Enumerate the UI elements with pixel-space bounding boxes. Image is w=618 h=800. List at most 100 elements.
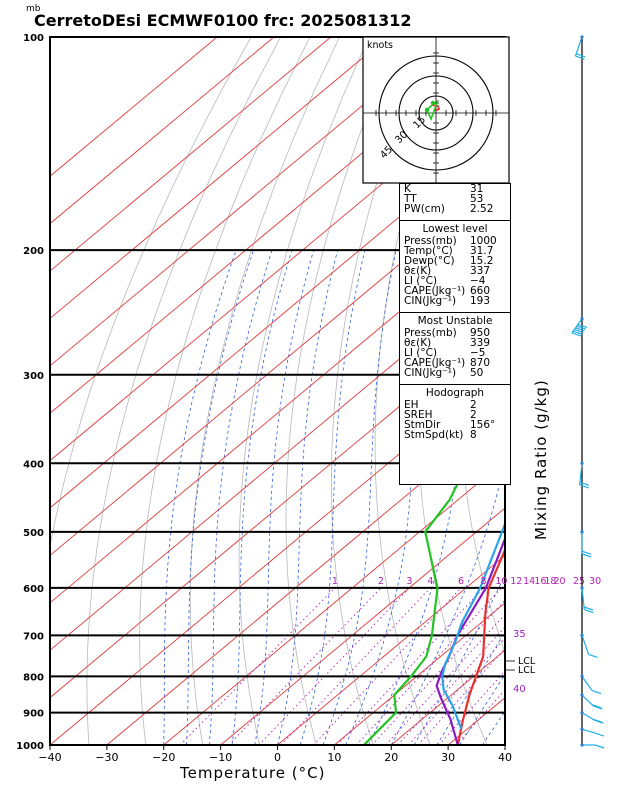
unstable-index-row: CIN(Jkg⁻¹) 50 (400, 367, 510, 379)
most-unstable-indices: Press(mb) 950 θε(K) 339 LI (°C) −5 CAPE(Jkg⁻¹)… (400, 328, 510, 384)
y-tick-label: 700 (23, 631, 44, 642)
wind-barb-flag (579, 484, 589, 489)
lowest-index-value: 31.7 (470, 245, 494, 257)
lowest-index-key: LI (°C) (404, 275, 438, 287)
general-index-row: TT 53 (400, 193, 510, 205)
isotherm (106, 412, 505, 745)
lowest-index-value: 660 (470, 285, 491, 297)
hodograph-index-row: StmSpd(kt) 8 (400, 429, 510, 441)
wind-barb-shaft (581, 728, 596, 734)
isotherm (50, 37, 389, 320)
x-tick-label: 40 (498, 751, 512, 764)
wind-barb-flag (591, 704, 602, 709)
hodograph-index-row: SREH 2 (400, 410, 510, 421)
isotherm (50, 37, 445, 367)
hodograph-trace-low (431, 104, 441, 112)
mixing-ratio-line (228, 587, 382, 745)
wind-barb-flag (588, 653, 598, 658)
unstable-index-key: θε(K) (404, 337, 432, 349)
lowest-index-value: 1000 (470, 235, 497, 247)
dry-adiabat (189, 37, 340, 745)
lowest-index-key: CIN(Jkg⁻¹) (404, 295, 457, 307)
mixing-ratio-label: 2 (378, 576, 384, 587)
moist-adiabat (322, 250, 397, 745)
y-tick-label: 900 (23, 709, 44, 720)
wind-level-dot (580, 693, 584, 697)
wind-barb-flag (583, 606, 594, 611)
x-tick-label: −30 (95, 751, 118, 764)
general-index-key: TT (404, 193, 417, 205)
hodograph-title: Hodograph (400, 384, 510, 400)
y-tick-label: 600 (23, 584, 44, 595)
lowest-index-row: LI (°C) −4 (400, 275, 510, 287)
wind-barb-shaft (581, 712, 595, 721)
lowest-index-value: 193 (470, 295, 491, 307)
unstable-index-key: CAPE(Jkg⁻¹) (404, 357, 466, 369)
lowest-index-row: CAPE(Jkg⁻¹) 660 (400, 285, 510, 297)
general-index-value: 53 (470, 193, 484, 205)
x-tick-label: −40 (38, 751, 61, 764)
wind-barb-flag (579, 481, 590, 486)
wind-level-dot (580, 711, 584, 715)
wind-level-dot (580, 530, 584, 534)
dry-adiabat (86, 37, 281, 745)
pressure-unit-label: mb (26, 4, 41, 14)
mixing-ratio-label: 4 (427, 576, 433, 587)
mixing-ratio-label: 30 (589, 576, 601, 587)
y-tick-label: 300 (23, 371, 44, 382)
y-tick-label: 800 (23, 672, 44, 683)
isotherm (50, 270, 505, 651)
wind-barb-shaft (581, 635, 590, 655)
hodograph-index-value: 2 (470, 399, 477, 411)
hodograph-index-key: StmSpd(kt) (404, 429, 464, 441)
x-axis-label: Temperature (°C) (180, 764, 326, 782)
unstable-index-value: 50 (470, 367, 484, 379)
lcl-label: LCL (518, 665, 536, 676)
lowest-index-value: 15.2 (470, 255, 494, 267)
dry-adiabat (285, 37, 399, 745)
series-parcel-most-unstable- (441, 520, 505, 730)
lowest-index-value: 337 (470, 265, 491, 277)
moist-adiabat (413, 573, 505, 745)
mixing-ratio-label: 20 (553, 576, 565, 587)
unstable-index-value: 950 (470, 327, 491, 339)
hodograph-index-key: StmDir (404, 419, 441, 431)
wind-barb-flag (593, 705, 603, 710)
wind-level-dot (580, 727, 584, 731)
hodograph-index-key: EH (404, 399, 419, 411)
unstable-index-value: −5 (470, 347, 486, 359)
lowest-index-row: CIN(Jkg⁻¹) 193 (400, 295, 510, 307)
wind-barb-flag (571, 332, 582, 337)
lowest-level-indices: Press(mb) 1000 Temp(°C) 31.7 Dewp(°C) 15.2 θε(… (400, 236, 510, 312)
wind-barb-flag (584, 609, 594, 614)
hodograph-point (424, 107, 430, 113)
lowest-index-key: Press(mb) (404, 235, 457, 247)
x-tick-label: 10 (327, 751, 341, 764)
lowest-index-row: Press(mb) 1000 (400, 235, 510, 247)
theta-e-label: 35 (513, 629, 526, 640)
wind-barb-flag (591, 689, 602, 695)
chart-ticks: −40 −30 −20 −10 0 10 20 30 40 100 200 300 400 500 600 7… (16, 33, 601, 764)
unstable-index-row: CAPE(Jkg⁻¹) 870 (400, 357, 510, 369)
general-index-key: K (404, 183, 411, 195)
y-tick-label: 100 (23, 33, 44, 44)
isotherm (220, 507, 505, 745)
most-unstable-title: Most Unstable (400, 312, 510, 328)
isotherm (50, 223, 505, 604)
general-indices: K 31 TT 53 PW(cm) 2.52 (400, 184, 510, 220)
wind-level-dot (580, 317, 584, 321)
unstable-index-value: 339 (470, 337, 491, 349)
mixing-ratio-line (280, 587, 431, 745)
lowest-level-title: Lowest level (400, 220, 510, 236)
unstable-index-row: θε(K) 339 (400, 337, 510, 349)
hodograph-point (430, 100, 436, 106)
wind-barb-flag (574, 328, 584, 334)
unstable-index-row: LI (°C) −5 (400, 347, 510, 359)
wind-barb-shaft (581, 676, 593, 691)
general-index-value: 31 (470, 183, 484, 195)
series-temperature (456, 547, 505, 745)
lowest-index-key: Dewp(°C) (404, 255, 455, 267)
isotherm (50, 37, 502, 414)
